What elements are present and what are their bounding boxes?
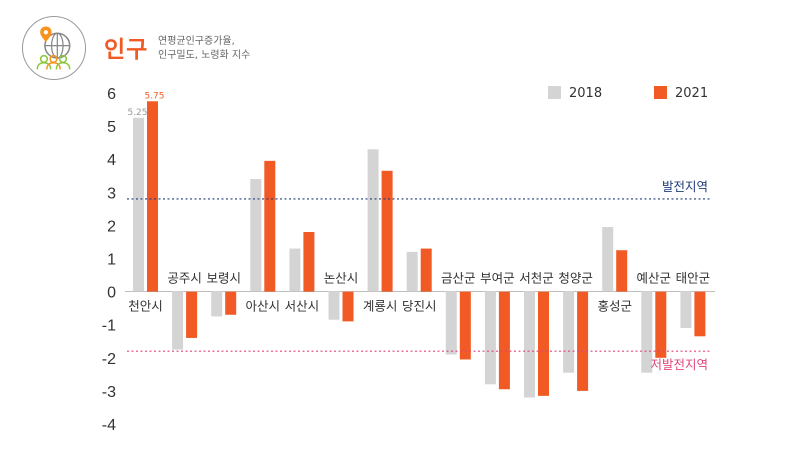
reference-line-label: 저발전지역	[650, 357, 708, 372]
bar-2021-예산군	[655, 291, 667, 358]
category-label: 서산시	[285, 299, 320, 314]
bar-2018-당진시	[406, 251, 418, 292]
category-label: 아산시	[246, 299, 281, 314]
bar-2018-홍성군	[602, 227, 614, 292]
bar-2021-아산시	[264, 160, 276, 292]
category-label: 홍성군	[597, 299, 632, 314]
legend-label-2021: 2021	[675, 86, 709, 101]
bar-2018-논산시	[328, 291, 340, 320]
y-tick-label: 0	[107, 285, 116, 302]
y-tick-label: 6	[107, 86, 116, 103]
category-label: 천안시	[128, 299, 163, 314]
bar-2021-청양군	[577, 291, 589, 391]
bar-2021-천안시	[147, 101, 158, 292]
bar-2021-계룡시	[381, 170, 393, 292]
bar-2021-금산군	[459, 291, 471, 360]
bar-2018-부여군	[484, 291, 496, 385]
y-tick-label: 2	[107, 218, 116, 235]
legend-item-2021: 2021	[654, 86, 708, 101]
category-label: 청양군	[558, 271, 593, 286]
bar-2021-공주시	[186, 291, 198, 338]
y-tick-label: -4	[102, 417, 116, 434]
data-label: 5.25	[127, 108, 147, 118]
bar-2018-금산군	[445, 291, 457, 355]
category-label: 예산군	[637, 271, 672, 286]
bar-2021-당진시	[420, 248, 432, 292]
bar-2018-서산시	[289, 248, 301, 292]
bar-2021-부여군	[498, 291, 510, 390]
category-label: 논산시	[324, 271, 359, 286]
bar-2018-공주시	[172, 291, 184, 350]
bar-2021-서산시	[303, 232, 315, 292]
category-label: 계룡시	[363, 299, 398, 314]
category-label: 공주시	[167, 271, 202, 286]
bar-2021-서천군	[538, 291, 549, 396]
legend-swatch-2018	[548, 86, 561, 99]
data-label: 5.75	[144, 91, 164, 101]
subtitle-line-2: 인구밀도, 노령화 지수	[158, 50, 251, 61]
legend-label-2018: 2018	[569, 86, 603, 101]
bar-2018-아산시	[250, 179, 262, 292]
bar-2021-홍성군	[616, 250, 628, 292]
y-tick-label: -1	[102, 318, 116, 335]
y-tick-label: 5	[107, 119, 116, 136]
y-tick-label: -3	[102, 384, 116, 401]
subtitle-line-1: 연평균인구증가율,	[158, 36, 235, 47]
bar-2021-논산시	[342, 291, 354, 322]
category-label: 부여군	[480, 271, 515, 286]
category-label: 서천군	[519, 271, 554, 286]
y-tick-label: 1	[107, 252, 116, 269]
reference-line-label: 발전지역	[662, 179, 708, 194]
page-title: 인구	[104, 37, 149, 63]
y-tick-label: 3	[107, 185, 116, 202]
category-label: 금산군	[441, 271, 476, 286]
category-label: 보령시	[206, 271, 241, 286]
page-subtitle: 연평균인구증가율, 인구밀도, 노령화 지수	[158, 35, 278, 63]
bar-2018-서천군	[524, 291, 535, 398]
legend-item-2018: 2018	[548, 86, 602, 101]
bar-2021-보령시	[225, 291, 237, 315]
y-tick-label: 4	[107, 152, 116, 169]
y-tick-label: -2	[102, 351, 116, 368]
bar-2018-태안군	[680, 291, 692, 329]
bar-2018-천안시	[133, 117, 144, 292]
legend-swatch-2021	[654, 86, 667, 99]
bar-2021-태안군	[694, 291, 706, 337]
bar-2018-예산군	[641, 291, 653, 373]
category-label: 태안군	[676, 271, 711, 286]
category-label: 당진시	[402, 299, 437, 314]
bar-2018-청양군	[563, 291, 575, 373]
globe-population-icon	[22, 16, 86, 80]
bar-2018-계룡시	[367, 149, 379, 292]
bar-2018-보령시	[211, 291, 223, 317]
